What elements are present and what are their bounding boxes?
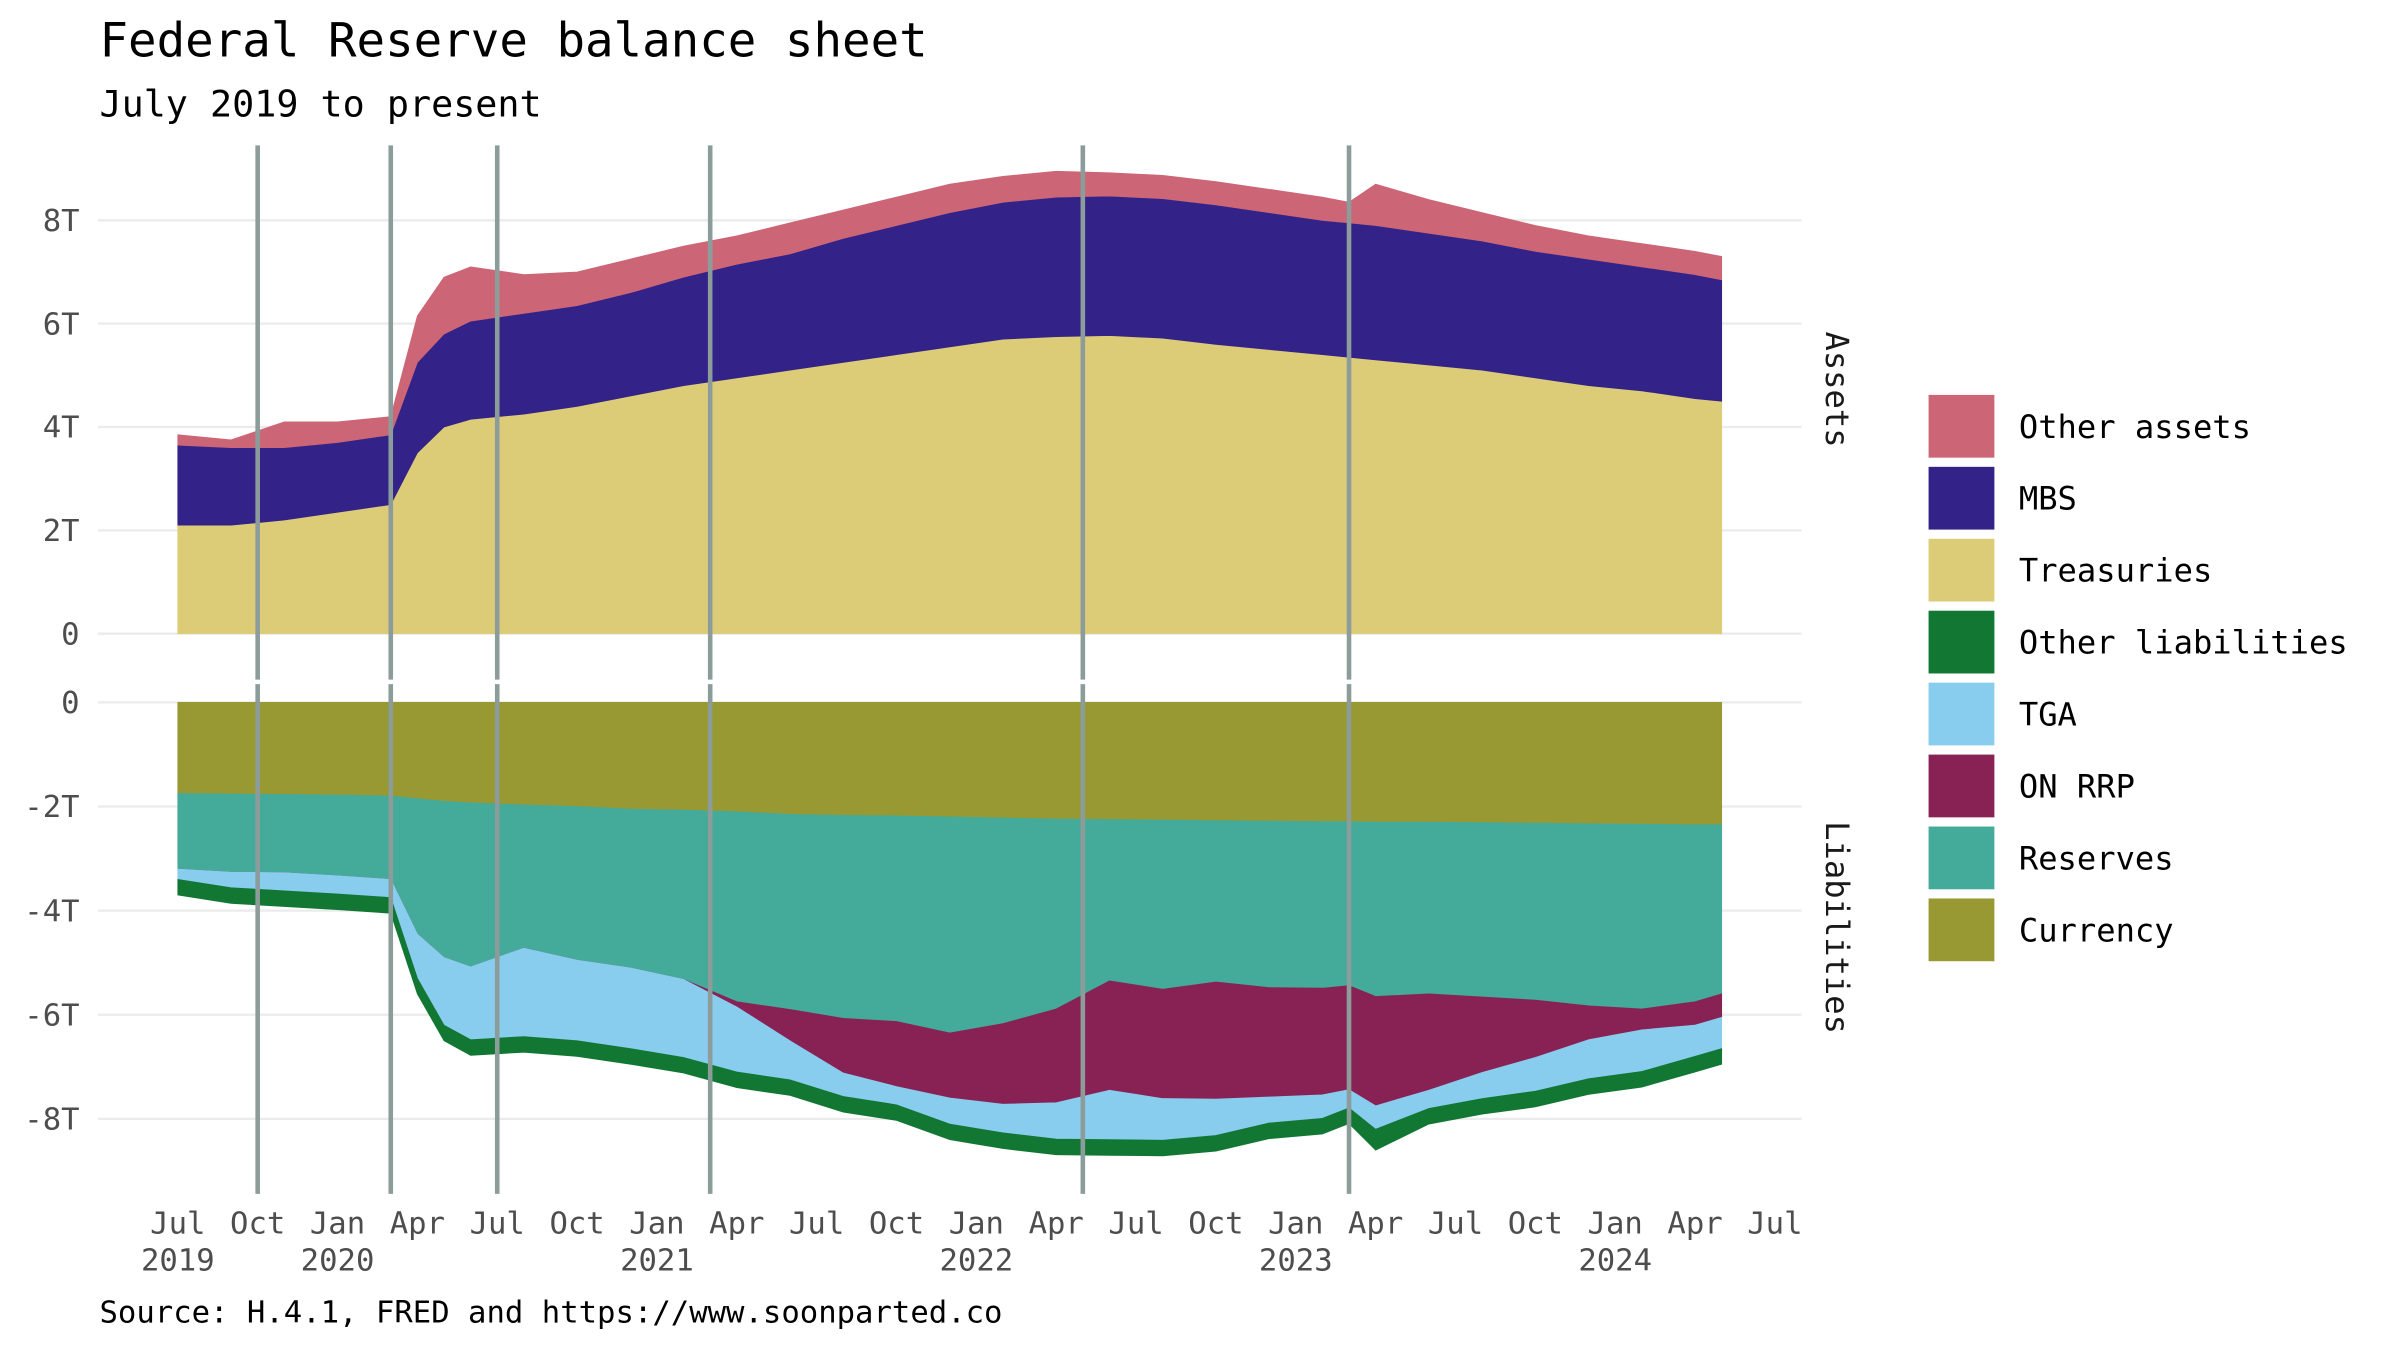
x-tick-label: Jul bbox=[150, 1207, 205, 1242]
x-tick-label: Oct bbox=[230, 1207, 285, 1242]
x-tick-label: Jan bbox=[310, 1207, 365, 1242]
legend-swatch bbox=[1928, 466, 1995, 530]
x-tick-year: 2023 bbox=[1259, 1243, 1333, 1278]
x-tick-year: 2024 bbox=[1578, 1243, 1652, 1278]
legend-swatch bbox=[1928, 898, 1995, 962]
legend-label: Reserves bbox=[2019, 839, 2174, 877]
legend: Other assets MBS Treasuries Other liabiliti… bbox=[1928, 394, 2348, 962]
legend-label: Other liabilities bbox=[2019, 624, 2348, 662]
x-tick-label: Jul bbox=[1108, 1207, 1163, 1242]
x-tick-year: 2021 bbox=[620, 1243, 694, 1278]
legend-swatch bbox=[1928, 682, 1995, 746]
x-tick-label: Jan bbox=[1268, 1207, 1323, 1242]
legend-swatch bbox=[1928, 538, 1995, 602]
x-tick-label: Apr bbox=[1348, 1207, 1403, 1242]
chart-title: Federal Reserve balance sheet bbox=[99, 14, 927, 69]
x-tick-label: Oct bbox=[549, 1207, 604, 1242]
x-tick-label: Oct bbox=[869, 1207, 924, 1242]
y-tick-label: -6T bbox=[24, 998, 79, 1033]
legend-swatch bbox=[1928, 610, 1995, 674]
y-tick-label: 0 bbox=[61, 617, 79, 652]
legend-swatch bbox=[1928, 394, 1995, 458]
x-tick-label: Jul bbox=[1428, 1207, 1483, 1242]
legend-label: ON RRP bbox=[2019, 767, 2135, 805]
y-tick-label: -4T bbox=[24, 894, 79, 929]
x-tick-year: 2022 bbox=[940, 1243, 1014, 1278]
legend-label: Currency bbox=[2019, 911, 2174, 949]
chart-subtitle: July 2019 to present bbox=[99, 82, 541, 125]
x-tick-label: Oct bbox=[1188, 1207, 1243, 1242]
legend-swatch bbox=[1928, 754, 1995, 818]
x-tick-label: Jul bbox=[1747, 1207, 1802, 1242]
facet-label: Liabilities bbox=[1818, 821, 1856, 1034]
y-tick-label: 0 bbox=[61, 686, 79, 721]
y-tick-label: 8T bbox=[43, 204, 80, 239]
y-tick-label: 4T bbox=[43, 411, 80, 446]
x-tick-label: Oct bbox=[1508, 1207, 1563, 1242]
facet-label: Assets bbox=[1818, 332, 1856, 448]
x-tick-label: Jan bbox=[629, 1207, 684, 1242]
x-tick-label: Apr bbox=[1029, 1207, 1084, 1242]
legend-swatch bbox=[1928, 826, 1995, 890]
x-tick-label: Apr bbox=[709, 1207, 764, 1242]
y-tick-label: -2T bbox=[24, 790, 79, 825]
x-tick-year: 2019 bbox=[141, 1243, 215, 1278]
area bbox=[177, 878, 1723, 1157]
x-tick-label: Jul bbox=[789, 1207, 844, 1242]
legend-label: Other assets bbox=[2019, 408, 2251, 446]
plots: 0 2T 4T 6T 8T Assets -8T -6T -4T -2T 0 Liabilities J… bbox=[24, 145, 2348, 1278]
legend-label: MBS bbox=[2019, 480, 2077, 518]
y-tick-label: -8T bbox=[24, 1103, 79, 1138]
x-tick-label: Jan bbox=[1588, 1207, 1643, 1242]
x-tick-label: Apr bbox=[390, 1207, 445, 1242]
legend-label: Treasuries bbox=[2019, 552, 2212, 590]
y-tick-label: 6T bbox=[43, 307, 80, 342]
legend-label: TGA bbox=[2019, 696, 2077, 734]
x-tick-label: Jul bbox=[470, 1207, 525, 1242]
x-tick-label: Apr bbox=[1667, 1207, 1722, 1242]
x-tick-year: 2020 bbox=[301, 1243, 375, 1278]
y-tick-label: 2T bbox=[43, 514, 80, 549]
area bbox=[177, 170, 1723, 449]
x-tick-label: Jan bbox=[949, 1207, 1004, 1242]
source-note: Source: H.4.1, FRED and https://www.soon… bbox=[99, 1295, 1002, 1330]
